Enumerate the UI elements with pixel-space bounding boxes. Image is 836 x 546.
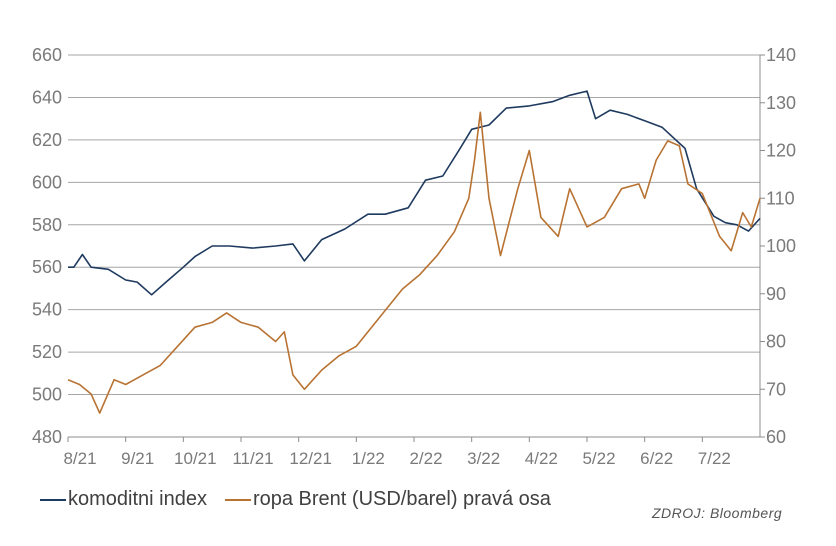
y-right-tick-label: 100 <box>766 236 796 256</box>
y-left-tick-label: 620 <box>32 130 62 150</box>
legend: komoditni index ropa Brent (USD/barel) p… <box>40 488 569 511</box>
series-line-komoditni-index <box>68 90 761 296</box>
series-line-ropa-brent <box>67 111 761 414</box>
y-right-tick-label: 60 <box>766 427 786 447</box>
x-axis-labels: 8/21 9/21 10/21 11/21 12/21 1/22 2/22 3/22 4/22 5… <box>63 449 730 468</box>
y-left-tick-label: 560 <box>32 257 62 277</box>
y-left-tick-label: 600 <box>32 172 62 192</box>
y-right-tick-label: 130 <box>766 93 796 113</box>
x-tick-label: 9/21 <box>121 449 154 468</box>
y-left-tick-label: 500 <box>32 385 62 405</box>
x-tick-label: 3/22 <box>467 449 500 468</box>
chart-svg: 660 640 620 600 580 560 540 520 500 480 140 130 120… <box>32 45 796 468</box>
y-right-tick-label: 80 <box>766 332 786 352</box>
x-tick-label: 11/21 <box>232 449 273 468</box>
y-right-tick-label: 140 <box>766 45 796 65</box>
y-right-tick-label: 90 <box>766 284 786 304</box>
legend-swatch-index <box>40 498 66 501</box>
y-left-tick-label: 540 <box>32 300 62 320</box>
y-right-tick-label: 70 <box>766 379 786 399</box>
y-left-tick-label: 520 <box>32 342 62 362</box>
series-lines <box>67 90 761 414</box>
y-right-tick-label: 120 <box>766 141 796 161</box>
x-tick-label: 12/21 <box>289 449 332 468</box>
y-left-tick-label: 640 <box>32 87 62 107</box>
y-axis-right-labels: 140 130 120 110 100 90 80 70 60 <box>766 45 796 447</box>
legend-swatch-brent <box>224 498 251 501</box>
x-tick-label: 10/21 <box>174 449 217 468</box>
legend-item-index: komoditni index <box>40 488 207 511</box>
y-left-tick-label: 580 <box>32 215 62 235</box>
legend-label-index: komoditni index <box>68 488 207 510</box>
x-tick-label: 5/22 <box>582 449 615 468</box>
y-right-tick-label: 110 <box>766 188 795 208</box>
axes <box>67 54 765 442</box>
x-tick-label: 4/22 <box>525 449 558 468</box>
x-tick-label: 2/22 <box>409 449 442 468</box>
source-note: ZDROJ: Bloomberg <box>652 505 783 521</box>
legend-item-brent: ropa Brent (USD/barel) pravá osa <box>224 488 551 511</box>
y-left-tick-label: 480 <box>32 427 62 447</box>
y-left-tick-label: 660 <box>32 45 62 65</box>
x-tick-label: 8/21 <box>63 449 96 468</box>
x-tick-label: 6/22 <box>640 449 673 468</box>
x-tick-label: 7/22 <box>698 449 731 468</box>
y-axis-left-labels: 660 640 620 600 580 560 540 520 500 480 <box>32 45 62 447</box>
x-tick-label: 1/22 <box>352 449 385 468</box>
gridlines <box>68 54 760 438</box>
legend-label-brent: ropa Brent (USD/barel) pravá osa <box>252 488 551 510</box>
